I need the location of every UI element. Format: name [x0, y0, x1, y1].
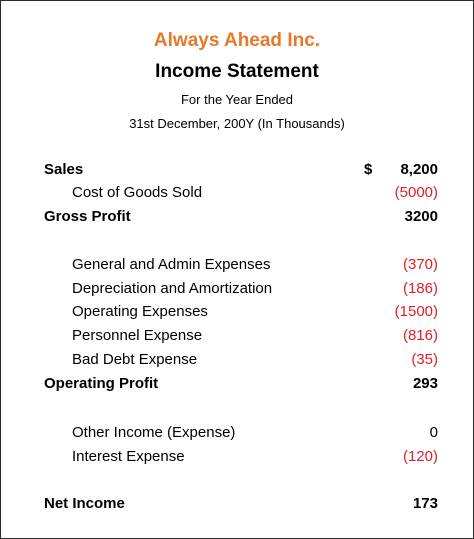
- row-label: Operating Profit: [44, 375, 159, 392]
- currency-symbol: $: [364, 161, 373, 178]
- row-label: Cost of Goods Sold: [72, 184, 203, 201]
- row-operating-profit: Operating Profit 293: [1, 373, 473, 395]
- row-bad-debt-expense: Bad Debt Expense (35): [1, 349, 473, 371]
- company-name: Always Ahead Inc.: [153, 30, 321, 51]
- row-label: Sales: [44, 161, 84, 178]
- row-label: Depreciation and Amortization: [72, 280, 273, 297]
- row-net-income: Net Income 173: [1, 493, 473, 515]
- row-operating-expenses: Operating Expenses (1500): [1, 301, 473, 323]
- row-general-admin-expenses: General and Admin Expenses (370): [1, 254, 473, 276]
- row-gross-profit: Gross Profit 3200: [1, 206, 473, 228]
- row-amount: (370): [402, 256, 438, 273]
- row-depreciation-amortization: Depreciation and Amortization (186): [1, 278, 473, 300]
- row-amount: (816): [402, 327, 438, 344]
- row-label: Interest Expense: [72, 448, 185, 465]
- row-label: Net Income: [44, 495, 125, 512]
- row-label: Personnel Expense: [72, 327, 203, 344]
- row-label: Gross Profit: [44, 208, 131, 225]
- row-interest-expense: Interest Expense (120): [1, 446, 473, 468]
- row-amount: 173: [412, 495, 438, 512]
- row-label: Operating Expenses: [72, 303, 208, 320]
- row-label: Bad Debt Expense: [72, 351, 198, 368]
- period-line-2: 31st December, 200Y (In Thousands): [129, 116, 345, 131]
- row-label: Other Income (Expense): [72, 424, 236, 441]
- row-amount: (35): [411, 351, 438, 368]
- row-amount: (186): [402, 280, 438, 297]
- row-other-income: Other Income (Expense) 0: [1, 422, 473, 444]
- row-amount: 0: [429, 424, 438, 441]
- row-amount: 293: [412, 375, 438, 392]
- period-line-1: For the Year Ended: [180, 92, 294, 107]
- statement-title: Income Statement: [155, 61, 319, 82]
- row-amount: 8,200: [400, 161, 438, 178]
- row-label: General and Admin Expenses: [72, 256, 271, 273]
- row-cost-of-goods-sold: Cost of Goods Sold (5000): [1, 182, 473, 204]
- row-amount: (120): [402, 448, 438, 465]
- row-amount: 3200: [404, 208, 438, 225]
- row-amount: (1500): [394, 303, 438, 320]
- row-amount: (5000): [394, 184, 438, 201]
- row-sales: Sales $ 8,200: [1, 159, 473, 181]
- row-personnel-expense: Personnel Expense (816): [1, 325, 473, 347]
